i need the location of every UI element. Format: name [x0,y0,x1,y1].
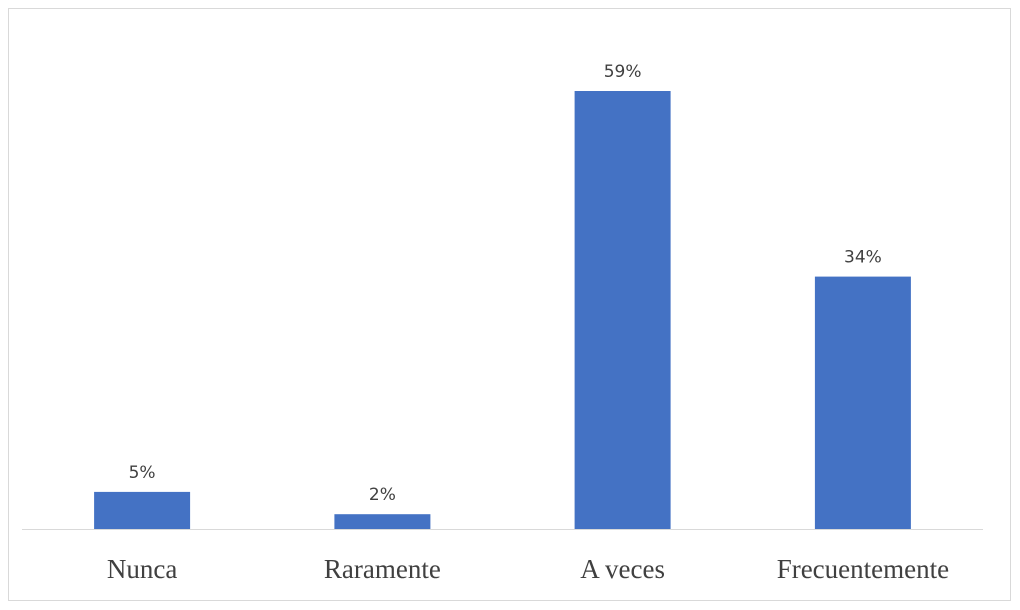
data-label: 34% [844,248,882,268]
data-label: 2% [369,485,396,505]
data-label: 59% [604,62,642,82]
bar-nunca [94,491,191,529]
category-labels-layer: Nunca Raramente A veces Frecuentemente [107,554,949,584]
data-labels-layer: 5% 2% 59% 34% [129,62,882,505]
bars-layer [94,91,911,529]
data-label: 5% [129,463,156,483]
category-label: Nunca [107,554,177,584]
bar-a-veces [574,91,671,529]
category-label: Frecuentemente [777,554,949,584]
category-label: A veces [580,554,665,584]
bar-frecuentemente [814,276,911,529]
bar-raramente [334,514,431,529]
category-label: Raramente [324,554,441,584]
